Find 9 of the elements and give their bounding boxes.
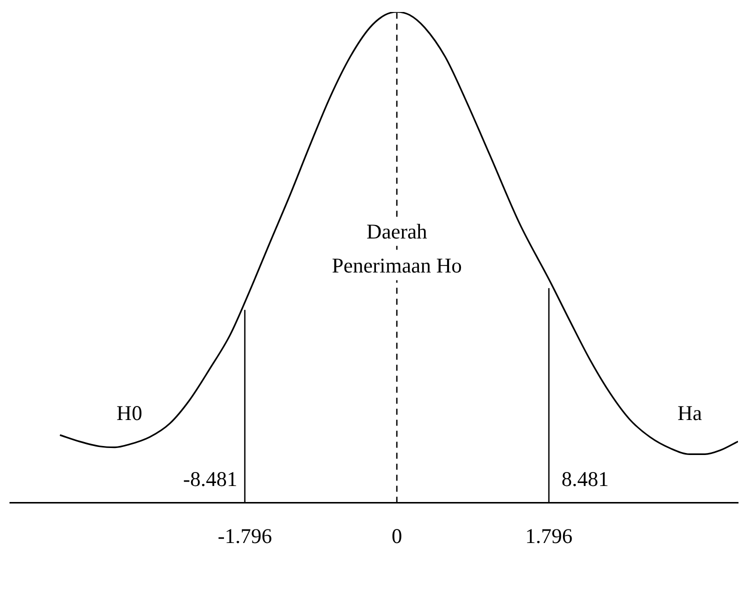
x-tick-label: 1.796	[525, 524, 573, 548]
annotation: 8.481	[561, 467, 609, 492]
annotation: Daerah	[366, 219, 428, 244]
annotation: Penerimaan Ho	[332, 254, 462, 278]
annotation: -8.481	[183, 467, 238, 492]
x-tick-label: 0	[392, 524, 402, 548]
annotation: Ha	[678, 400, 703, 425]
x-tick-label: -1.796	[218, 524, 272, 548]
annotation: H0	[116, 400, 142, 425]
